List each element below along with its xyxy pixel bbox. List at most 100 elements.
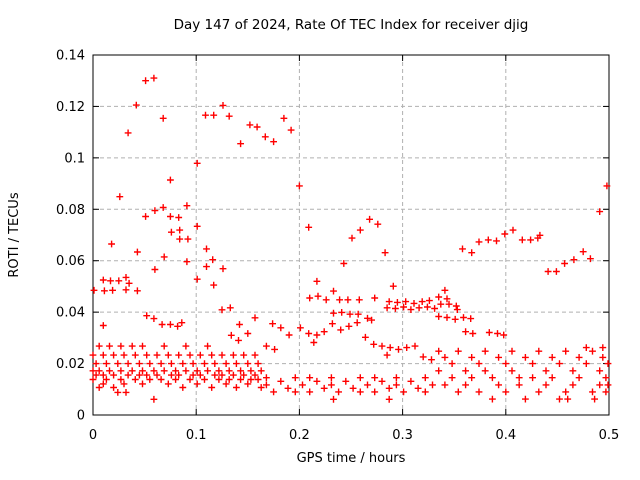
data-point: [313, 331, 321, 339]
data-point: [443, 314, 451, 321]
data-point: [251, 371, 259, 379]
data-point: [193, 275, 201, 283]
data-point: [240, 351, 248, 359]
data-point: [604, 381, 612, 389]
data-point: [356, 374, 364, 382]
data-point: [160, 342, 168, 350]
data-point: [383, 304, 391, 312]
data-point: [371, 388, 379, 396]
data-point: [167, 321, 174, 328]
data-point: [452, 302, 460, 310]
data-point: [604, 360, 612, 367]
data-point: [435, 347, 443, 355]
data-point: [131, 376, 139, 383]
data-point: [424, 303, 431, 311]
data-point: [354, 310, 362, 318]
data-point: [117, 367, 125, 375]
data-point: [336, 296, 343, 304]
data-point: [305, 223, 313, 231]
data-point: [237, 376, 244, 383]
data-point: [167, 176, 174, 184]
data-point: [328, 381, 335, 389]
data-point: [150, 74, 158, 82]
y-tick-label: 0.08: [56, 203, 85, 218]
data-point: [330, 309, 337, 317]
data-point: [120, 351, 128, 359]
data-point: [196, 371, 204, 379]
data-point: [395, 346, 402, 353]
data-point: [522, 354, 529, 361]
data-point: [124, 371, 132, 379]
data-point: [419, 353, 427, 361]
data-point: [335, 388, 342, 396]
data-point: [366, 215, 373, 223]
data-point: [599, 344, 607, 351]
data-point: [299, 381, 306, 389]
data-point: [575, 354, 583, 361]
data-point: [247, 367, 255, 375]
data-point: [394, 299, 401, 306]
data-point: [117, 376, 125, 383]
data-point: [110, 384, 117, 391]
data-point: [143, 371, 151, 379]
data-point: [518, 236, 526, 244]
data-point: [313, 277, 321, 285]
data-point: [122, 286, 130, 294]
data-point: [210, 111, 218, 119]
data-point: [437, 300, 445, 308]
data-point: [411, 342, 419, 350]
data-point: [599, 354, 607, 361]
data-point: [236, 321, 243, 328]
data-point: [603, 182, 611, 190]
data-point: [89, 367, 97, 375]
data-point: [410, 300, 418, 307]
data-point: [263, 374, 270, 382]
data-point: [371, 294, 379, 302]
data-point: [204, 367, 211, 375]
data-point: [183, 258, 191, 266]
data-point: [445, 300, 453, 308]
data-point: [393, 374, 400, 382]
data-point: [196, 351, 204, 359]
data-point: [167, 213, 174, 220]
data-point: [342, 377, 350, 385]
data-point: [99, 351, 107, 359]
data-point: [225, 112, 233, 120]
data-point: [101, 287, 108, 295]
data-point: [414, 384, 422, 392]
data-point: [230, 351, 237, 359]
data-point: [353, 319, 361, 327]
data-point: [502, 388, 510, 396]
data-point: [215, 376, 223, 383]
data-point: [475, 238, 483, 246]
data-point: [176, 226, 184, 234]
data-point: [142, 77, 149, 85]
data-point: [330, 395, 337, 403]
data-point: [509, 226, 517, 234]
data-point: [116, 193, 124, 201]
data-point: [453, 306, 461, 313]
data-point: [172, 367, 179, 375]
data-point: [544, 268, 552, 275]
data-point: [151, 266, 159, 273]
data-point: [128, 342, 136, 350]
data-point: [374, 220, 382, 228]
data-point: [527, 236, 534, 244]
data-point: [235, 337, 242, 344]
data-point: [280, 114, 288, 122]
data-point: [400, 303, 407, 311]
data-point: [251, 351, 259, 359]
data-point: [548, 354, 556, 361]
data-point: [110, 371, 117, 379]
data-point: [362, 333, 369, 341]
data-point: [146, 360, 154, 367]
data-point: [426, 297, 433, 304]
data-point: [441, 286, 449, 294]
data-point: [305, 330, 313, 337]
data-point: [233, 384, 240, 391]
data-point: [160, 367, 168, 375]
data-point: [364, 381, 371, 389]
data-points-layer: [89, 74, 612, 403]
data-point: [346, 310, 354, 318]
